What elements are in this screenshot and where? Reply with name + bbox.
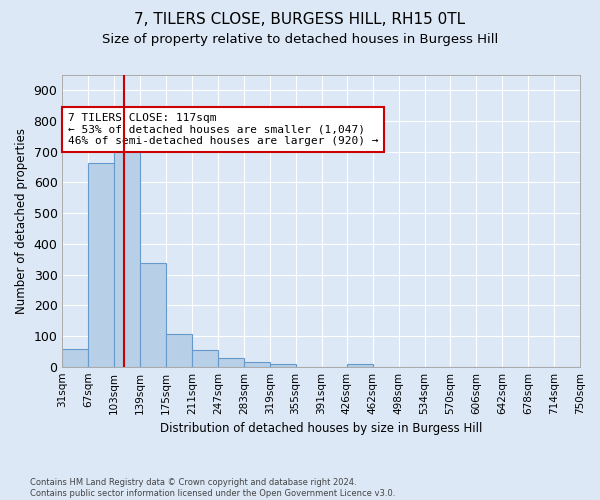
Y-axis label: Number of detached properties: Number of detached properties [15,128,28,314]
Text: 7, TILERS CLOSE, BURGESS HILL, RH15 0TL: 7, TILERS CLOSE, BURGESS HILL, RH15 0TL [134,12,466,28]
Bar [114,136,140,366]
Bar [192,350,218,366]
Bar [270,364,296,366]
Text: 7 TILERS CLOSE: 117sqm
← 53% of detached houses are smaller (1,047)
46% of semi-: 7 TILERS CLOSE: 117sqm ← 53% of detached… [68,113,378,146]
Text: Contains HM Land Registry data © Crown copyright and database right 2024.
Contai: Contains HM Land Registry data © Crown c… [30,478,395,498]
X-axis label: Distribution of detached houses by size in Burgess Hill: Distribution of detached houses by size … [160,422,482,435]
Bar [244,362,270,366]
Bar [166,334,192,366]
Bar [88,162,114,366]
Bar [347,364,373,366]
Bar [62,349,88,366]
Text: Size of property relative to detached houses in Burgess Hill: Size of property relative to detached ho… [102,32,498,46]
Bar [218,358,244,366]
Bar [140,263,166,366]
